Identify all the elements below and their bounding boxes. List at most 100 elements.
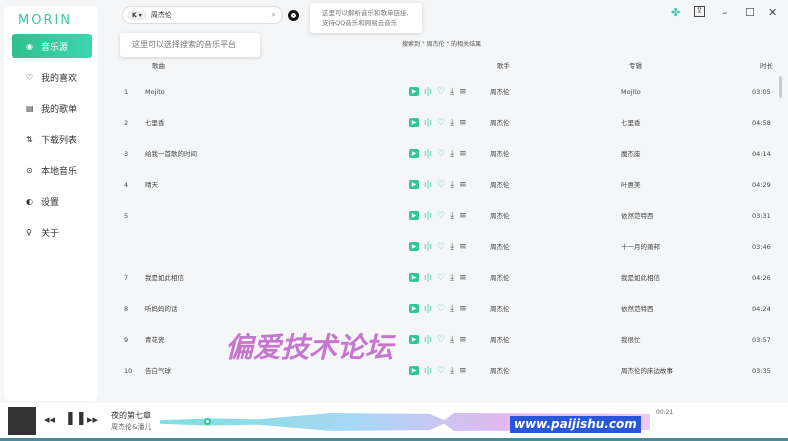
heart-icon[interactable]: ♡: [437, 366, 446, 376]
search-icon[interactable]: ⌕: [271, 10, 276, 19]
table-row[interactable]: ▶ ı|ı ♡ ⤓ ≡ 周杰伦 十一月的萧邦 03:46: [110, 240, 778, 271]
add-to-playlist-icon[interactable]: ≡: [459, 87, 467, 97]
song-title[interactable]: 晴天: [145, 181, 158, 189]
platform-select[interactable]: K ▾: [127, 10, 147, 20]
mv-icon[interactable]: ▶: [409, 211, 419, 220]
album[interactable]: Mojito: [621, 88, 641, 96]
add-to-playlist-icon[interactable]: ≡: [459, 242, 467, 252]
singer[interactable]: 周杰伦: [490, 305, 510, 313]
download-icon[interactable]: ⤓: [450, 335, 455, 345]
search-bar[interactable]: K ▾ 周杰伦 ⌕: [122, 6, 283, 24]
mv-icon[interactable]: ▶: [409, 118, 419, 127]
add-to-playlist-icon[interactable]: ≡: [459, 304, 467, 314]
album[interactable]: 魔杰座: [621, 150, 641, 158]
song-title[interactable]: 给我一首歌的时间: [145, 150, 197, 158]
skin-icon[interactable]: ✤: [671, 6, 681, 19]
album[interactable]: 依然范特西: [621, 212, 654, 220]
table-row[interactable]: 4 晴天 ▶ ı|ı ♡ ⤓ ≡ 周杰伦 叶惠美 04:29: [110, 178, 778, 209]
mv-icon[interactable]: ▶: [409, 149, 419, 158]
singer[interactable]: 周杰伦: [490, 274, 510, 282]
singer[interactable]: 周杰伦: [490, 212, 510, 220]
singer[interactable]: 周杰伦: [490, 119, 510, 127]
download-icon[interactable]: ⤓: [450, 366, 455, 376]
download-icon[interactable]: ⤓: [450, 87, 455, 97]
singer[interactable]: 周杰伦: [490, 336, 510, 344]
mv-icon[interactable]: ▶: [409, 87, 419, 96]
heart-icon[interactable]: ♡: [437, 87, 446, 97]
table-row[interactable]: 1 Mojito ▶ ı|ı ♡ ⤓ ≡ 周杰伦 Mojito 03:05: [110, 85, 778, 116]
sidebar-item-about[interactable]: ♀ 关于: [12, 220, 92, 244]
previous-button[interactable]: ◂◂: [44, 413, 56, 426]
search-input[interactable]: 周杰伦: [150, 11, 172, 19]
download-icon[interactable]: ⤓: [450, 304, 455, 314]
parse-link-icon[interactable]: [288, 10, 299, 21]
maximize-button[interactable]: ☐: [745, 6, 755, 19]
minimize-button[interactable]: –: [722, 6, 728, 19]
add-to-playlist-icon[interactable]: ≡: [459, 273, 467, 283]
table-row[interactable]: 9 青花瓷 ▶ ı|ı ♡ ⤓ ≡ 周杰伦 我很忙 03:57: [110, 333, 778, 364]
scrollbar[interactable]: [779, 76, 782, 98]
heart-icon[interactable]: ♡: [437, 149, 446, 159]
download-icon[interactable]: ⤓: [450, 273, 455, 283]
mv-icon[interactable]: ▶: [409, 335, 419, 344]
waveform-icon[interactable]: ı|ı: [424, 304, 433, 314]
heart-icon[interactable]: ♡: [437, 273, 446, 283]
heart-icon[interactable]: ♡: [437, 242, 446, 252]
table-row[interactable]: 2 七里香 ▶ ı|ı ♡ ⤓ ≡ 周杰伦 七里香 04:58: [110, 116, 778, 147]
album[interactable]: 周杰伦的床边故事: [621, 367, 673, 375]
sidebar-item-playlists[interactable]: ▤ 我的歌单: [12, 96, 92, 120]
table-row[interactable]: 5 ▶ ı|ı ♡ ⤓ ≡ 周杰伦 依然范特西 03:31: [110, 209, 778, 240]
download-icon[interactable]: ⤓: [450, 118, 455, 128]
song-title[interactable]: 七里香: [145, 119, 165, 127]
waveform-icon[interactable]: ı|ı: [424, 87, 433, 97]
add-to-playlist-icon[interactable]: ≡: [459, 335, 467, 345]
song-title[interactable]: 听妈妈的话: [145, 305, 178, 313]
download-icon[interactable]: ⤓: [450, 180, 455, 190]
mv-icon[interactable]: ▶: [409, 242, 419, 251]
song-title[interactable]: 我是如此相信: [145, 274, 184, 282]
sidebar-item-local-music[interactable]: ⊙ 本地音乐: [12, 158, 92, 182]
singer[interactable]: 周杰伦: [490, 150, 510, 158]
singer[interactable]: 周杰伦: [490, 88, 510, 96]
download-icon[interactable]: ⤓: [450, 149, 455, 159]
song-title[interactable]: 青花瓷: [145, 336, 165, 344]
mini-mode-icon[interactable]: ⇪: [694, 6, 705, 17]
table-row[interactable]: 10 告白气球 ▶ ı|ı ♡ ⤓ ≡ 周杰伦 周杰伦的床边故事 03:35: [110, 364, 778, 395]
singer[interactable]: 周杰伦: [490, 243, 510, 251]
waveform-icon[interactable]: ı|ı: [424, 273, 433, 283]
song-title[interactable]: 告白气球: [145, 367, 171, 375]
table-row[interactable]: 3 给我一首歌的时间 ▶ ı|ı ♡ ⤓ ≡ 周杰伦 魔杰座 04:14: [110, 147, 778, 178]
album-cover[interactable]: [8, 407, 36, 435]
album[interactable]: 十一月的萧邦: [621, 243, 660, 251]
sidebar-item-downloads[interactable]: ⇅ 下载列表: [12, 127, 92, 151]
heart-icon[interactable]: ♡: [437, 211, 446, 221]
download-icon[interactable]: ⤓: [450, 211, 455, 221]
table-row[interactable]: 7 我是如此相信 ▶ ı|ı ♡ ⤓ ≡ 周杰伦 我是如此相信 04:26: [110, 271, 778, 302]
song-title[interactable]: Mojito: [145, 88, 165, 96]
album[interactable]: 叶惠美: [621, 181, 641, 189]
mv-icon[interactable]: ▶: [409, 180, 419, 189]
add-to-playlist-icon[interactable]: ≡: [459, 118, 467, 128]
heart-icon[interactable]: ♡: [437, 118, 446, 128]
mv-icon[interactable]: ▶: [409, 366, 419, 375]
waveform-icon[interactable]: ı|ı: [424, 180, 433, 190]
mv-icon[interactable]: ▶: [409, 304, 419, 313]
waveform-icon[interactable]: ı|ı: [424, 211, 433, 221]
album[interactable]: 依然范特西: [621, 305, 654, 313]
sidebar-item-settings[interactable]: ◐ 设置: [12, 189, 92, 213]
sidebar-item-favorites[interactable]: ♡ 我的喜欢: [12, 65, 92, 89]
album[interactable]: 我是如此相信: [621, 274, 660, 282]
heart-icon[interactable]: ♡: [437, 180, 446, 190]
singer[interactable]: 周杰伦: [490, 181, 510, 189]
mv-icon[interactable]: ▶: [409, 273, 419, 282]
heart-icon[interactable]: ♡: [437, 335, 446, 345]
add-to-playlist-icon[interactable]: ≡: [459, 211, 467, 221]
add-to-playlist-icon[interactable]: ≡: [459, 366, 467, 376]
next-button[interactable]: ▸▸: [87, 413, 99, 426]
heart-icon[interactable]: ♡: [437, 304, 446, 314]
album[interactable]: 七里香: [621, 119, 641, 127]
waveform-icon[interactable]: ı|ı: [424, 242, 433, 252]
add-to-playlist-icon[interactable]: ≡: [459, 180, 467, 190]
add-to-playlist-icon[interactable]: ≡: [459, 149, 467, 159]
waveform-icon[interactable]: ı|ı: [424, 366, 433, 376]
